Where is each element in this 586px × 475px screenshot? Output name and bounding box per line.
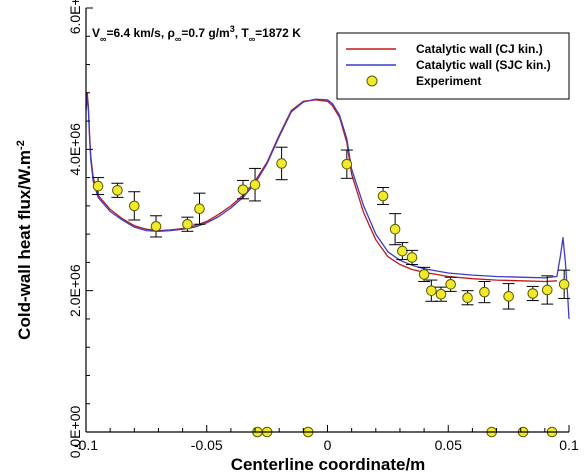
y-axis-title: Cold-wall heat flux/W.m-2 bbox=[15, 140, 34, 340]
plot-area bbox=[85, 92, 571, 438]
experiment-point bbox=[92, 180, 104, 192]
experiment-point bbox=[426, 285, 437, 296]
legend-label-sjc: Catalytic wall (SJC kin.) bbox=[416, 58, 551, 72]
y-tick-label: 4.0E+06 bbox=[67, 123, 83, 176]
experiment-point bbox=[112, 185, 123, 196]
experiment-point bbox=[237, 184, 249, 195]
x-tick-label: 0 bbox=[324, 437, 332, 453]
legend-label-cj: Catalytic wall (CJ kin.) bbox=[416, 42, 543, 56]
x-tick-label: -0.1 bbox=[74, 437, 98, 453]
experiment-point bbox=[150, 221, 162, 232]
conditions-annotation: V∞=6.4 km/s, ρ∞=0.7 g/m3, T∞=1872 K bbox=[92, 24, 301, 44]
experiment-point bbox=[276, 158, 287, 169]
experiment-point bbox=[341, 158, 353, 170]
experiment-point bbox=[389, 223, 401, 235]
x-tick-label: 0.1 bbox=[559, 437, 579, 453]
legend-label-experiment: Experiment bbox=[416, 74, 481, 88]
experiment-point bbox=[462, 292, 473, 304]
experiment-point bbox=[435, 288, 447, 300]
legend-box bbox=[336, 32, 570, 100]
experiment-point bbox=[541, 284, 553, 296]
x-tick-label: 0.05 bbox=[435, 437, 462, 453]
legend-marker-experiment bbox=[366, 75, 378, 87]
y-tick-label: 0.0E+00 bbox=[67, 406, 83, 459]
x-tick-label: -0.05 bbox=[191, 437, 223, 453]
y-tick-label: 2.0E+06 bbox=[67, 264, 83, 317]
sjc-wall-line bbox=[85, 95, 570, 319]
y-tick-label: 6.0E+06 bbox=[67, 0, 83, 34]
x-axis-title: Centerline coordinate/m bbox=[231, 455, 426, 474]
experiment-point bbox=[418, 269, 430, 280]
axes: -0.1 -0.05 0 0.05 0.1 0.0E+00 2.0E+06 4.0E+06 6.… bbox=[67, 0, 579, 458]
experiment-point bbox=[479, 286, 490, 298]
experiment-point bbox=[249, 179, 261, 190]
experiment-point bbox=[129, 200, 140, 212]
experiment-point bbox=[527, 288, 539, 299]
experiment-point bbox=[445, 279, 456, 290]
legend: Catalytic wall (CJ kin.) Catalytic wall … bbox=[336, 32, 570, 100]
experiment-point bbox=[397, 245, 408, 257]
experiment-point bbox=[406, 252, 418, 263]
experiment-point bbox=[558, 279, 570, 290]
experiment-point bbox=[377, 190, 389, 202]
experiment-point bbox=[503, 291, 514, 302]
experiment-point bbox=[182, 218, 193, 230]
experiment-point bbox=[194, 203, 205, 214]
